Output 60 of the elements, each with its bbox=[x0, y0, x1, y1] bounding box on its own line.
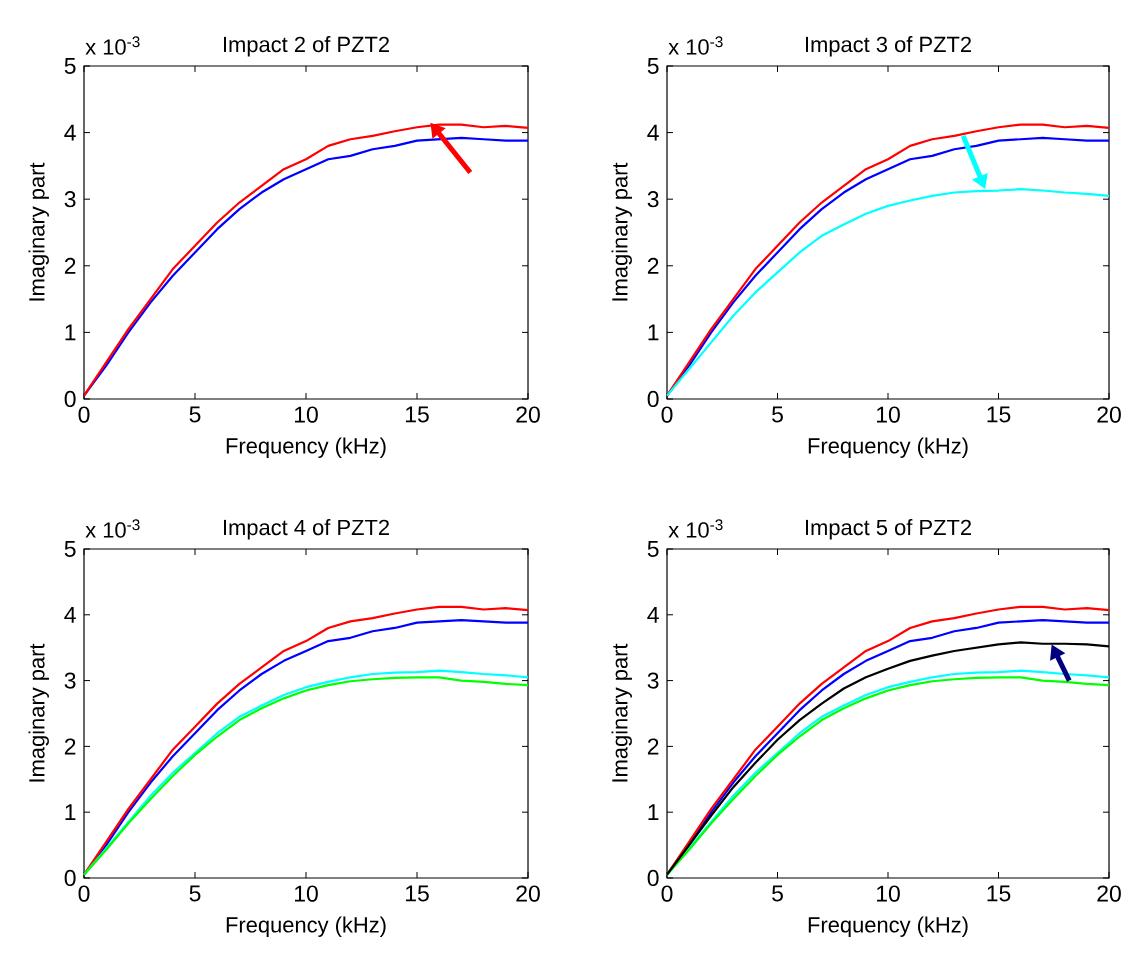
x-axis-title: Frequency (kHz) bbox=[226, 916, 386, 937]
x-tick-label: 0 bbox=[78, 885, 90, 902]
chart-title: Impact 5 of PZT2 bbox=[805, 519, 971, 540]
y-tick-label: 4 bbox=[647, 606, 659, 623]
x-tick-label: 5 bbox=[189, 406, 201, 423]
y-tick-label: 3 bbox=[647, 672, 659, 689]
text: x 10$^{-3}$ bbox=[85, 36, 140, 55]
x-tick-label: 0 bbox=[78, 406, 90, 423]
x-tick-label: 15 bbox=[406, 406, 429, 423]
y-tick-label: 3 bbox=[64, 672, 76, 689]
y-tick-label: 4 bbox=[647, 124, 659, 141]
y-axis-title: Imaginary part bbox=[28, 162, 49, 301]
text: x 10$^{-3}$ bbox=[85, 519, 140, 538]
y-tick-label: 3 bbox=[647, 191, 659, 208]
x-tick-label: 15 bbox=[987, 885, 1011, 902]
x-axis-title: Frequency (kHz) bbox=[808, 437, 968, 458]
y-axis-title: Imaginary part bbox=[611, 643, 632, 782]
y-tick-label: 3 bbox=[64, 191, 76, 208]
x-tick-label: 10 bbox=[877, 406, 900, 423]
y-tick-label: 1 bbox=[648, 324, 659, 341]
text: x 10$^{-3}$ bbox=[668, 36, 723, 55]
y-axis-title: Imaginary part bbox=[28, 643, 49, 782]
x-tick-label: 15 bbox=[987, 406, 1011, 423]
x-tick-label: 10 bbox=[877, 885, 900, 902]
y-tick-label: 5 bbox=[64, 540, 76, 557]
x-tick-label: 5 bbox=[772, 406, 783, 423]
y-tick-label: 5 bbox=[64, 57, 76, 74]
x-axis-title: Frequency (kHz) bbox=[808, 916, 968, 937]
x-tick-label: 0 bbox=[661, 885, 673, 902]
x-tick-label: 20 bbox=[516, 406, 540, 423]
y-tick-label: 0 bbox=[64, 869, 76, 887]
x-tick-label: 15 bbox=[406, 885, 429, 902]
y-tick-label: 0 bbox=[647, 869, 659, 887]
x-axis-title: Frequency (kHz) bbox=[226, 437, 386, 458]
y-tick-label: 0 bbox=[64, 390, 76, 408]
x-tick-label: 20 bbox=[1097, 885, 1121, 902]
y-tick-label: 2 bbox=[64, 738, 76, 755]
x-tick-label: 0 bbox=[661, 406, 673, 423]
y-tick-label: 4 bbox=[64, 606, 76, 623]
y-tick-label: 2 bbox=[647, 257, 659, 274]
chart-title: Impact 3 of PZT2 bbox=[805, 36, 971, 57]
y-tick-label: 5 bbox=[647, 57, 659, 74]
text: x 10$^{-3}$ bbox=[668, 519, 723, 538]
y-tick-label: 0 bbox=[647, 390, 659, 408]
x-tick-label: 20 bbox=[1097, 406, 1121, 423]
y-tick-label: 5 bbox=[647, 540, 659, 557]
y-tick-label: 2 bbox=[647, 738, 659, 755]
y-tick-label: 1 bbox=[65, 324, 76, 341]
x-tick-label: 10 bbox=[295, 406, 318, 423]
y-tick-label: 1 bbox=[648, 804, 659, 821]
y-axis-title: Imaginary part bbox=[611, 162, 632, 301]
x-tick-label: 10 bbox=[295, 885, 318, 902]
x-tick-label: 5 bbox=[189, 885, 201, 902]
y-tick-label: 4 bbox=[64, 124, 76, 141]
chart-title: Impact 4 of PZT2 bbox=[223, 519, 389, 540]
y-tick-label: 1 bbox=[65, 804, 76, 821]
y-tick-label: 2 bbox=[64, 257, 76, 274]
x-tick-label: 20 bbox=[516, 885, 540, 902]
x-tick-label: 5 bbox=[772, 885, 783, 902]
chart-title: Impact 2 of PZT2 bbox=[223, 36, 389, 57]
